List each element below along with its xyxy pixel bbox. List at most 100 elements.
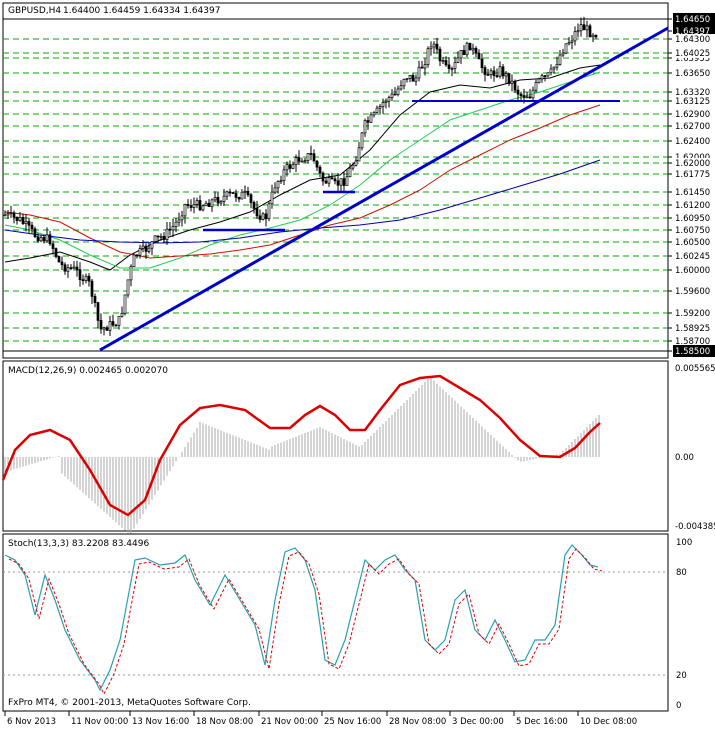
drawn-objects[interactable] <box>3 18 669 352</box>
candle-body <box>27 221 31 226</box>
candle-body <box>540 75 544 80</box>
candle-body <box>183 204 187 217</box>
candle-body <box>117 315 121 326</box>
candle-body <box>129 266 133 281</box>
candle-body <box>12 212 16 218</box>
candle-body <box>537 78 541 83</box>
candle-body <box>93 296 97 303</box>
candle-body <box>414 77 418 82</box>
ohlc-readout: 1.64400 1.64459 1.64334 1.64397 <box>63 6 220 16</box>
candle-body <box>411 74 415 82</box>
price-label-bg <box>673 200 715 210</box>
candle-body <box>408 74 412 79</box>
price-label: 1.58925 <box>675 324 710 334</box>
candle-body <box>207 202 211 207</box>
candle-body <box>150 241 154 249</box>
candle-body <box>339 178 343 186</box>
candle-body <box>486 74 490 76</box>
candle-body <box>219 200 223 204</box>
candle-body <box>273 187 277 193</box>
candle-body <box>474 47 478 54</box>
candle-body <box>588 25 592 38</box>
candle-body <box>513 80 517 91</box>
candle-body <box>108 321 112 331</box>
candle-body <box>3 214 7 217</box>
candle-body <box>438 48 442 62</box>
candle-body <box>288 164 292 169</box>
candle-body <box>441 60 445 62</box>
candle-body <box>246 190 250 196</box>
price-label: 1.60000 <box>675 266 710 276</box>
candle-body <box>72 266 76 269</box>
candle-body <box>6 213 10 216</box>
ma-black <box>4 64 601 271</box>
candle-body <box>570 40 574 43</box>
candle-body <box>33 228 37 238</box>
candle-body <box>249 194 253 203</box>
stoch-panel[interactable] <box>2 533 669 712</box>
candle-body <box>525 96 529 99</box>
candle-body <box>360 132 364 149</box>
candle-body <box>198 200 202 211</box>
candle-body <box>276 181 280 189</box>
candle-body <box>501 66 505 77</box>
main-trendline[interactable] <box>99 26 669 352</box>
candle-body <box>57 256 61 263</box>
candle-body <box>168 228 172 231</box>
price-label: 1.60245 <box>675 252 710 262</box>
candle-body <box>162 236 166 240</box>
candle-body <box>480 58 484 68</box>
price-label-bg <box>673 286 715 296</box>
candle-body <box>378 106 382 109</box>
stoch-title: Stoch(13,3,3) 83.2208 83.4496 <box>8 539 149 549</box>
candle-body <box>444 60 448 66</box>
candle-body <box>153 235 157 242</box>
price-label: 1.63320 <box>675 88 710 98</box>
candle-body <box>435 43 439 50</box>
candle-body <box>270 191 274 205</box>
candle-body <box>225 191 229 197</box>
candle-body <box>456 57 460 63</box>
candle-body <box>210 199 214 207</box>
candle-body <box>138 248 142 256</box>
time-label: 25 Nov 16:00 <box>324 717 381 727</box>
candle-body <box>261 213 265 220</box>
macd-signal-line <box>1 374 601 517</box>
candle-body <box>342 178 346 186</box>
candle-body <box>105 327 109 331</box>
candle-body <box>111 321 115 326</box>
candle-body <box>15 216 19 221</box>
candle-body <box>9 212 13 215</box>
candle-body <box>504 73 508 77</box>
candle-body <box>30 224 34 230</box>
candle-body <box>492 70 496 76</box>
candle-body <box>375 107 379 113</box>
candle-body <box>399 85 403 90</box>
candle-body <box>87 275 91 282</box>
candle-body <box>429 46 433 50</box>
candle-body <box>171 226 175 231</box>
macd-axis-label: -0.004385 <box>675 522 715 532</box>
copyright-text: FxPro MT4, © 2001-2013, MetaQuotes Softw… <box>8 698 251 708</box>
stoch-axis: 100 80 20 0 <box>676 538 692 711</box>
candle-body <box>42 237 46 242</box>
candle-body <box>465 42 469 56</box>
candle-body <box>90 280 94 297</box>
price-label-bg <box>673 213 715 223</box>
candle-body <box>84 275 88 281</box>
candle-body <box>423 64 427 69</box>
candle-body <box>312 153 316 162</box>
candle-body <box>132 254 136 267</box>
candle-body <box>405 78 409 80</box>
candle-body <box>279 180 283 182</box>
price-label-bg <box>673 187 715 197</box>
candle-body <box>141 245 145 249</box>
candle-body <box>507 73 511 84</box>
candle-body <box>330 177 334 180</box>
price-label-bg <box>673 68 715 78</box>
candle-body <box>369 114 373 123</box>
candle-body <box>315 160 319 168</box>
candle-body <box>390 93 394 98</box>
